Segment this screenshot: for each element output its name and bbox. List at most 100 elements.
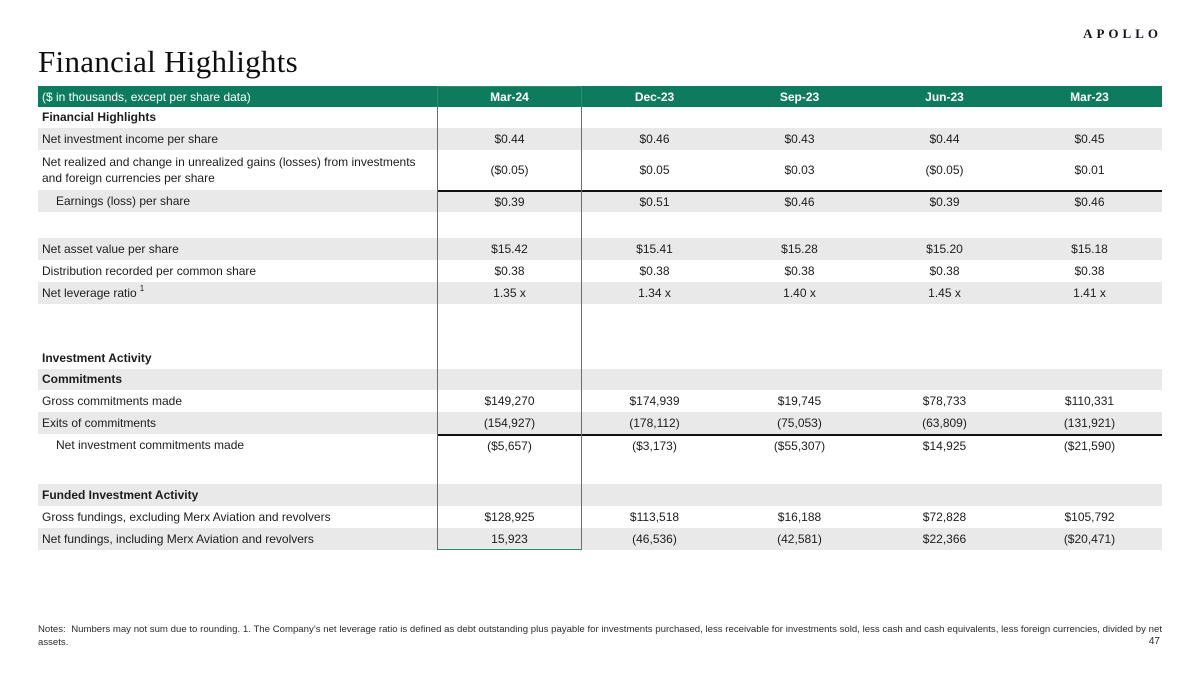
value-cell	[437, 456, 582, 484]
value-cell	[727, 484, 872, 506]
value-cell	[437, 348, 582, 369]
value-cell: $149,270	[484, 394, 535, 408]
value-cell	[437, 212, 582, 238]
value-cell	[1017, 484, 1162, 506]
value-cell: $15.20	[926, 242, 963, 256]
header-columns: Mar-24 Dec-23 Sep-23 Jun-23 Mar-23	[437, 86, 1162, 107]
table-row: Exits of commitments (154,927) (178,112) (7…	[38, 412, 1162, 434]
header-column-jun-23: Jun-23	[925, 89, 964, 104]
table-row: Net investment commitments made ($5,657)(…	[38, 434, 1162, 456]
value-cell: $0.45	[1074, 132, 1105, 146]
row-label: Gross commitments made	[42, 393, 183, 408]
value-cell	[1017, 212, 1162, 238]
value-cell: $15.42	[491, 242, 528, 256]
value-cell: (154,927)	[483, 416, 536, 430]
table-row: Net fundings, including Merx Aviation an…	[38, 528, 1162, 550]
table-row: Financial Highlights	[38, 107, 1162, 128]
value-cell: ($3,173)	[632, 439, 677, 453]
row-label	[38, 212, 437, 238]
row-values: $128,925 $113,518 $16,188 $72,828 $105,792	[437, 506, 1162, 528]
value-cell: ($0.05)	[490, 163, 529, 177]
value-cell: 1.35 x	[493, 286, 526, 300]
row-values: 15,923 (46,536) (42,581) $22,366 ($20,471)	[437, 528, 1162, 550]
value-cell	[1017, 369, 1162, 390]
row-values: $0.38 $0.38 $0.38 $0.38 $0.38	[437, 260, 1162, 282]
value-cell: $72,828	[922, 510, 967, 524]
value-cell: $128,925	[484, 510, 535, 524]
value-cell: $78,733	[922, 394, 967, 408]
row-label: Exits of commitments	[42, 415, 157, 430]
value-cell	[582, 484, 727, 506]
value-cell: $15.28	[781, 242, 818, 256]
table-header-row: ($ in thousands, except per share data) …	[38, 86, 1162, 107]
row-values: ($5,657) ($3,173) ($55,307) $14,925 ($21,590…	[437, 434, 1162, 456]
spacer-row	[38, 212, 1162, 238]
table-row: Distribution recorded per common share $0…	[38, 260, 1162, 282]
value-cell	[872, 348, 1017, 369]
value-cell: $0.38	[494, 264, 525, 278]
value-cell: $0.01	[1074, 163, 1105, 177]
value-cell: 1.41 x	[1073, 286, 1106, 300]
value-cell	[727, 456, 872, 484]
page-number: 47	[1148, 636, 1160, 647]
value-cell	[1017, 456, 1162, 484]
financial-highlights-table: ($ in thousands, except per share data) …	[38, 86, 1162, 550]
value-cell: $16,188	[777, 510, 822, 524]
value-cell	[727, 369, 872, 390]
value-cell: ($0.05)	[925, 163, 964, 177]
value-cell: (46,536)	[632, 532, 677, 546]
row-values: $149,270 $174,939 $19,745 $78,733 $110,331	[437, 390, 1162, 412]
row-values: (154,927) (178,112) (75,053) (63,809) (131,9…	[437, 412, 1162, 434]
value-cell	[727, 212, 872, 238]
row-values	[437, 456, 1162, 484]
value-cell: $113,518	[629, 510, 680, 524]
value-cell: (178,112)	[629, 416, 680, 430]
value-cell: 1.34 x	[638, 286, 671, 300]
value-cell	[437, 304, 582, 348]
value-cell	[582, 107, 727, 128]
table-row: Gross fundings, excluding Merx Aviation …	[38, 506, 1162, 528]
header-column-dec-23: Dec-23	[634, 89, 675, 104]
value-cell	[582, 348, 727, 369]
row-label: Net realized and change in unrealized ga…	[42, 154, 416, 185]
spacer-row	[38, 304, 1162, 348]
value-cell	[1017, 348, 1162, 369]
value-cell: $19,745	[777, 394, 822, 408]
row-values: $0.44 $0.46 $0.43 $0.44 $0.45	[437, 128, 1162, 150]
value-cell	[872, 456, 1017, 484]
row-label: Investment Activity	[42, 351, 152, 366]
row-label: Net investment income per share	[42, 131, 219, 146]
value-cell: $0.38	[784, 264, 815, 278]
value-cell: (63,809)	[922, 416, 967, 430]
value-cell: ($21,590)	[1063, 439, 1116, 453]
value-cell: $110,331	[1064, 394, 1115, 408]
table-row: Investment Activity	[38, 348, 1162, 369]
table-header-caption: ($ in thousands, except per share data)	[42, 89, 251, 104]
value-cell	[582, 369, 727, 390]
value-cell: $0.44	[929, 132, 960, 146]
header-column-sep-23: Sep-23	[779, 89, 820, 104]
value-cell: $22,366	[922, 532, 967, 546]
header-column-mar-23: Mar-23	[1070, 89, 1109, 104]
value-cell: $174,939	[629, 394, 680, 408]
row-label: Funded Investment Activity	[42, 487, 199, 502]
row-label: Net investment commitments made	[56, 437, 245, 452]
value-cell: $0.39	[494, 195, 525, 209]
value-cell: $0.46	[1074, 195, 1105, 209]
value-cell	[727, 304, 872, 348]
row-label: Net asset value per share	[42, 241, 179, 256]
value-cell	[437, 369, 582, 390]
apollo-logo: APOLLO	[1083, 26, 1162, 41]
row-label: Net fundings, including Merx Aviation an…	[42, 531, 314, 546]
row-label: Net leverage ratio 1	[42, 284, 145, 300]
row-values	[437, 107, 1162, 128]
value-cell: $0.44	[494, 132, 525, 146]
row-label: Commitments	[42, 372, 123, 387]
value-cell	[582, 212, 727, 238]
table-row: Commitments	[38, 369, 1162, 390]
value-cell: $15.41	[636, 242, 673, 256]
value-cell: $0.46	[639, 132, 670, 146]
value-cell: $15.18	[1071, 242, 1108, 256]
row-values: $15.42 $15.41 $15.28 $15.20 $15.18	[437, 238, 1162, 260]
